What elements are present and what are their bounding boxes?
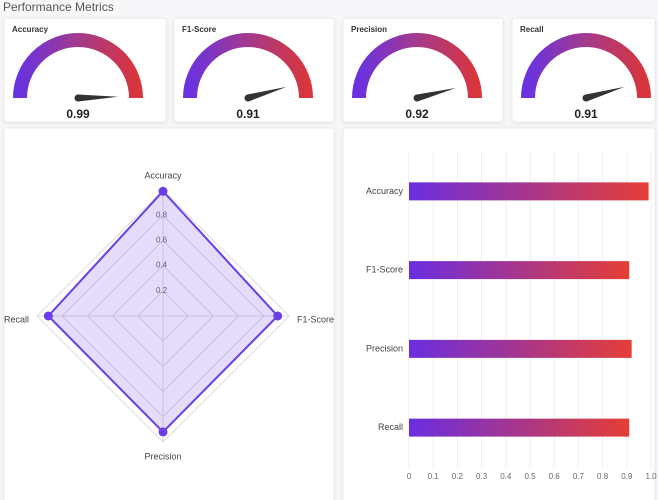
y-tick-label: Recall [378,422,403,432]
gauge-needle [585,86,625,102]
bar [409,339,632,358]
bar [409,418,630,437]
needle-hub [413,94,421,102]
radar-card [3,127,335,500]
x-tick-label: 0.5 [524,472,536,481]
needle-hub [244,94,252,102]
radar-tick-label: 0.2 [156,286,168,295]
gauge-title: F1-Score [182,25,217,34]
gauge-title: Precision [351,25,387,34]
radar-point [43,311,53,321]
x-tick-label: 0.2 [452,472,464,481]
y-tick-label: Accuracy [366,186,404,196]
radar-point [158,427,168,437]
gauge-needle [247,86,287,102]
radar-tick-label: 0.8 [156,210,168,219]
needle-hub [74,94,82,102]
x-tick-label: 0.6 [549,472,561,481]
x-tick-label: 0.9 [621,472,633,481]
x-tick-label: 1.0 [645,472,657,481]
x-tick-label: 0 [407,472,412,481]
gauge-arc [183,33,313,99]
gauge-arc [352,33,482,99]
needle-hub [582,94,590,102]
bar [409,261,630,280]
radar-label: Precision [144,451,181,461]
gauge-value: 0.99 [66,107,90,121]
x-tick-label: 0.7 [573,472,585,481]
x-tick-label: 0.1 [428,472,440,481]
radar-label: F1-Score [297,314,334,324]
gauge-value: 0.92 [405,107,429,121]
radar-point [273,311,283,321]
radar-label: Accuracy [144,170,182,180]
bar-card [342,127,656,500]
x-tick-label: 0.8 [597,472,609,481]
gauge-needle [416,88,456,102]
bar [409,182,649,201]
gauge-arc [521,33,651,99]
page-title: Performance Metrics [3,0,114,14]
y-tick-label: Precision [366,343,403,353]
gauge-needle [77,94,118,102]
y-tick-label: F1-Score [366,265,403,275]
gauge-title: Recall [520,25,544,34]
radar-tick-label: 0.6 [156,236,168,245]
x-tick-label: 0.4 [500,472,512,481]
gauge-arc [13,33,143,99]
radar-point [158,186,168,196]
gauge-title: Accuracy [12,25,49,34]
radar-label: Recall [4,314,29,324]
radar-tick-label: 0.4 [156,261,168,270]
gauge-value: 0.91 [574,107,598,121]
x-tick-label: 0.3 [476,472,488,481]
gauge-value: 0.91 [236,107,260,121]
